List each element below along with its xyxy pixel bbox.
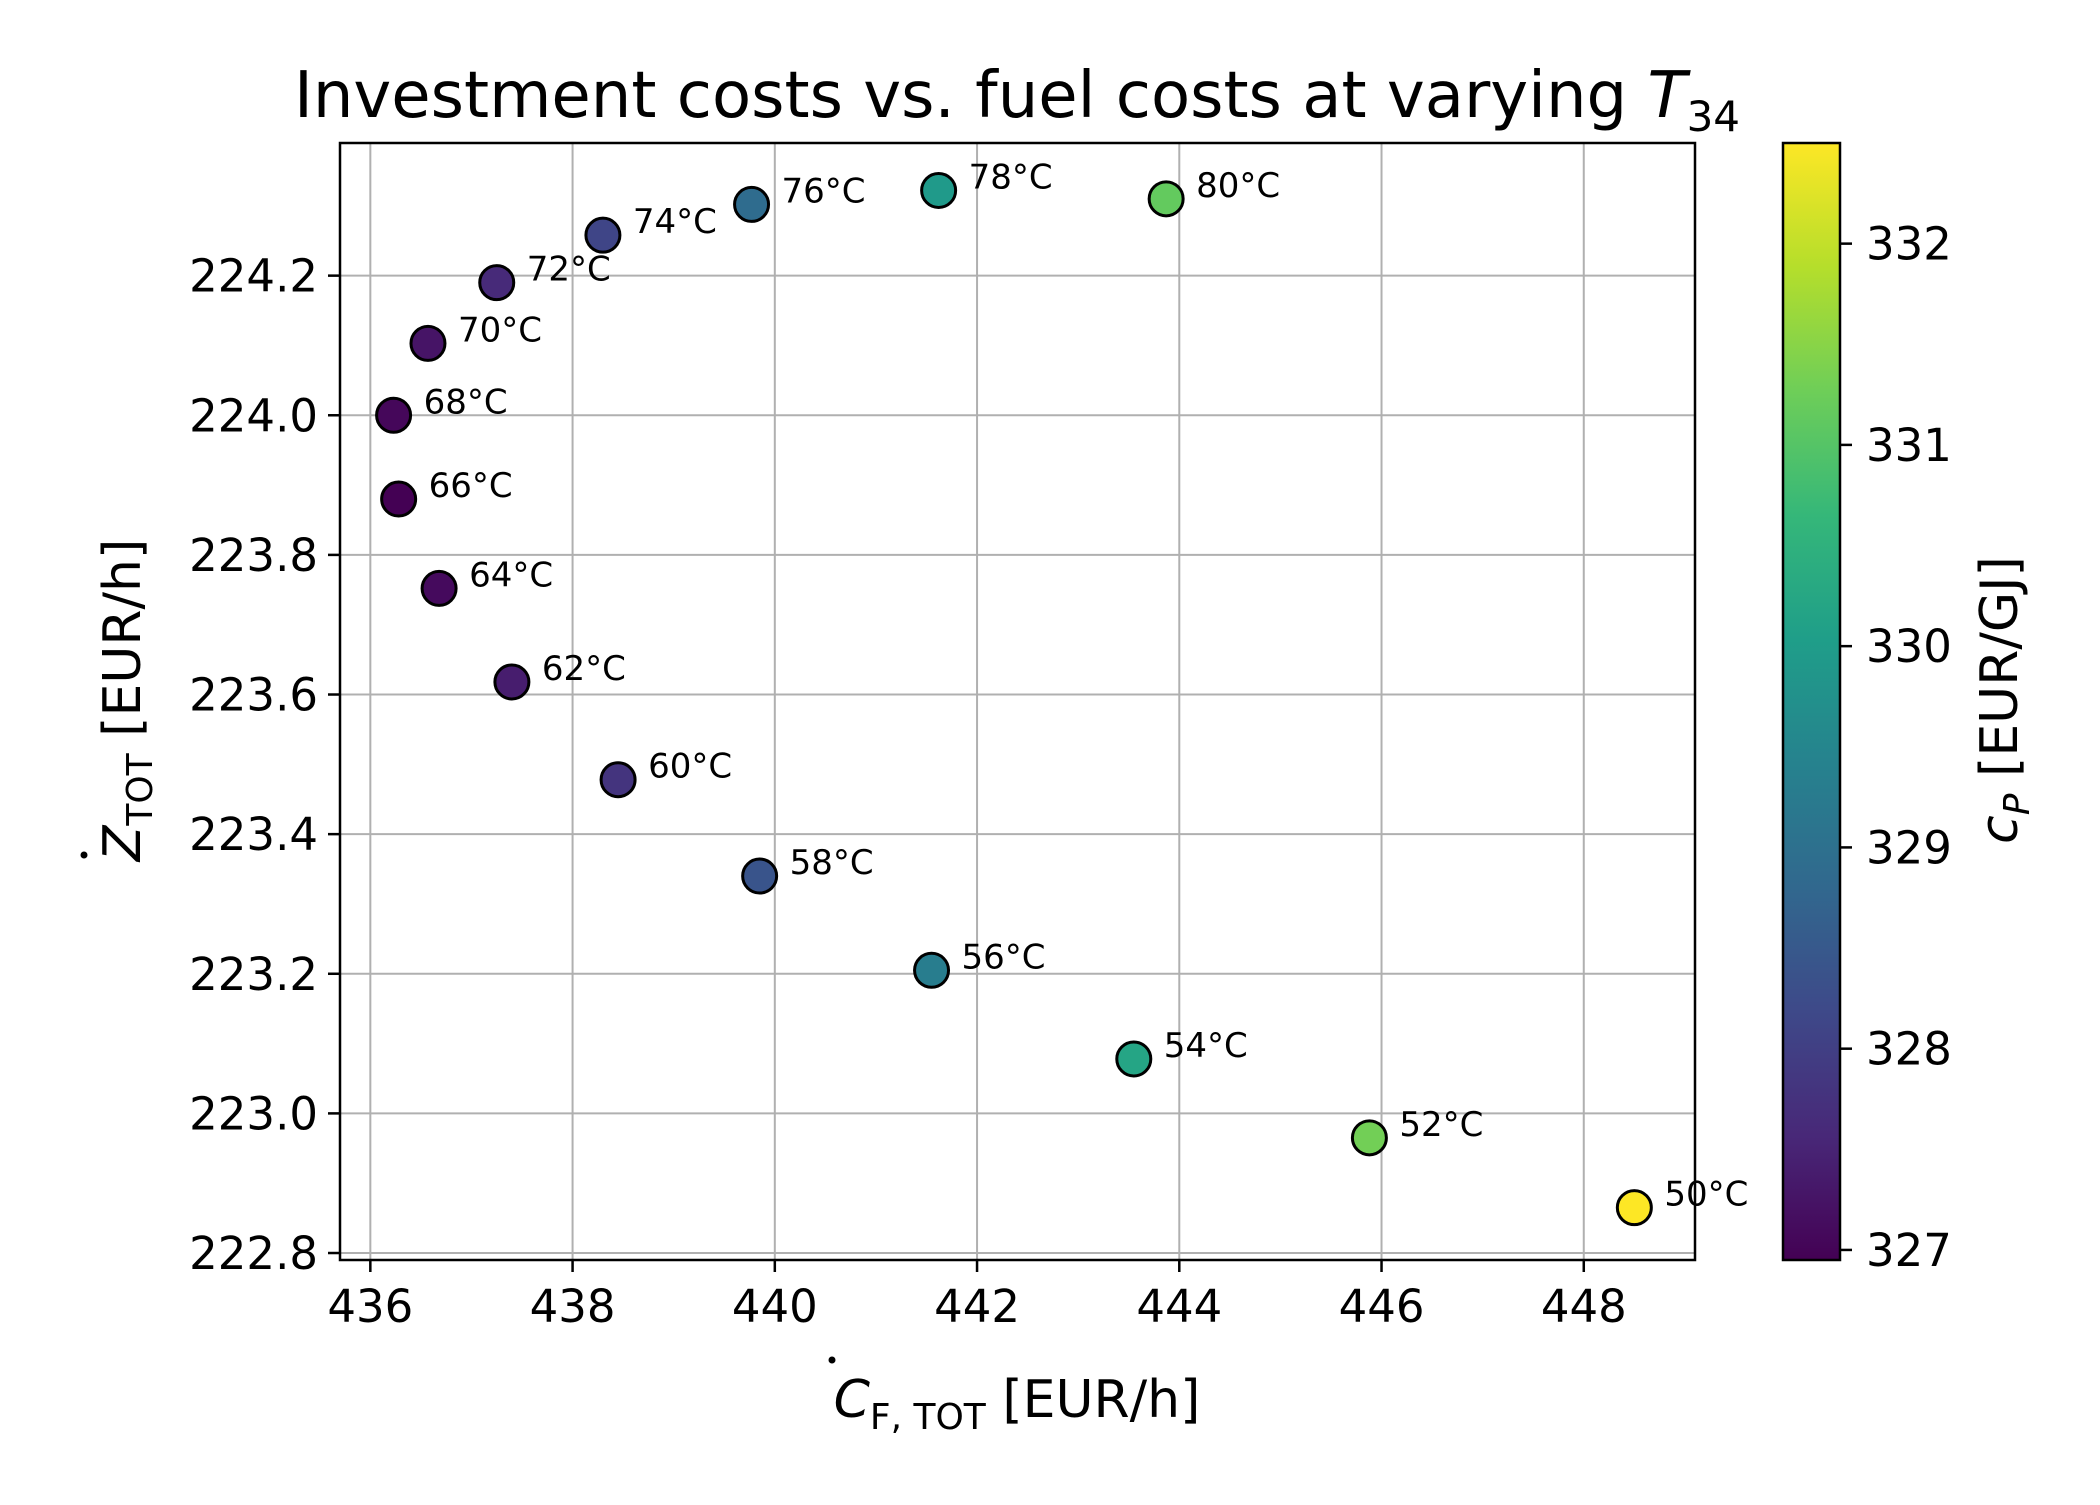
data-point-label: 50°C [1664,1175,1748,1215]
svg-text:ZTOT [EUR/h]: ZTOT [EUR/h] [93,539,161,864]
y-axis: 222.8 223.0 223.2 223.4 223.6 223.8 224.0 224.2 [189,250,340,1280]
y-tick-label: 223.6 [189,669,318,722]
data-point-label: 52°C [1399,1105,1483,1145]
data-point-label: 66°C [429,466,513,506]
colorbar-gradient [1781,141,1842,1262]
x-tick-label: 448 [1541,1280,1627,1333]
data-point [599,761,637,799]
data-point-label: 60°C [648,747,732,787]
data-point-label: 74°C [633,202,717,242]
data-point [584,216,622,254]
x-tick-label: 436 [327,1280,413,1333]
data-point-label: 80°C [1196,166,1280,206]
data-point [380,480,418,518]
y-tick-label: 222.8 [189,1227,318,1280]
y-tick-label: 223.2 [189,948,318,1001]
data-point [1115,1040,1153,1078]
colorbar-label: cP [EUR/GJ] [1970,556,2038,844]
y-tick-label: 223.8 [189,529,318,582]
x-tick-label: 446 [1339,1280,1425,1333]
colorbar-tick-label: 331 [1866,419,1952,472]
data-point-label: 56°C [962,937,1046,977]
data-point [1147,180,1185,218]
svg-text:CF, TOT [EUR/h]: CF, TOT [EUR/h] [834,1370,1201,1438]
colorbar: 327 328 329 330 331 332 cP [EUR/GJ] [1781,141,2038,1277]
colorbar-tick-label: 329 [1866,821,1952,874]
data-point-label: 78°C [969,157,1053,197]
y-tick-label: 223.0 [189,1087,318,1140]
y-tick-label: 224.2 [189,250,318,303]
data-point-label: 58°C [790,843,874,883]
y-axis-label: ZTOT [EUR/h] [80,539,161,864]
x-label-dot-accent [828,1356,836,1364]
data-points: 50°C 52°C 54°C 56°C 58°C 60°C 62°C 64°C 66°C 68°C… [375,157,1748,1227]
plot-area-frame [338,141,1697,1262]
data-point [409,324,447,362]
x-tick-label: 442 [934,1280,1020,1333]
data-point-label: 76°C [782,171,866,211]
data-point [493,663,531,701]
colorbar-tick-label: 330 [1866,620,1952,673]
data-point-label: 70°C [458,310,542,350]
y-label-dot-accent [80,851,88,859]
data-point [420,569,458,607]
x-tick-label: 438 [530,1280,616,1333]
colorbar-ticks: 327 328 329 330 331 332 [1840,218,1952,1277]
colorbar-tick-label: 332 [1866,218,1952,271]
y-tick-label: 223.4 [189,808,318,861]
data-point-label: 72°C [527,250,611,290]
data-point [478,264,516,302]
data-point [1350,1119,1388,1157]
x-tick-label: 444 [1136,1280,1222,1333]
data-point-label: 54°C [1164,1026,1248,1066]
colorbar-tick-label: 327 [1866,1224,1952,1277]
y-tick-label: 224.0 [189,389,318,442]
data-point [913,951,951,989]
data-point-label: 64°C [469,555,553,595]
chart-title: Investment costs vs. fuel costs at varyi… [294,59,1740,141]
x-axis-label: CF, TOT [EUR/h] [828,1356,1201,1438]
data-point-label: 62°C [542,649,626,689]
data-point [375,396,413,434]
data-point [741,857,779,895]
data-point [920,171,958,209]
colorbar-tick-label: 328 [1866,1023,1952,1076]
svg-text:cP [EUR/GJ]: cP [EUR/GJ] [1970,556,2038,844]
data-point [733,185,771,223]
data-point-label: 68°C [424,382,508,422]
x-tick-label: 440 [732,1280,818,1333]
grid [340,143,1695,1260]
data-point [1615,1189,1653,1227]
x-axis: 436 438 440 442 444 446 448 [327,1260,1627,1333]
